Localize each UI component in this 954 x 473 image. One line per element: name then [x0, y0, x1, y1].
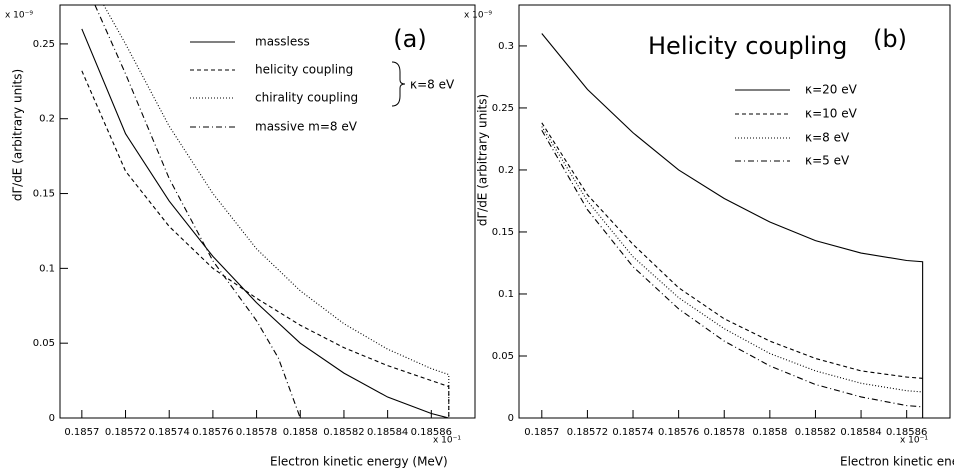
series-line	[541, 33, 924, 418]
x-tick-label: 0.1857	[524, 427, 559, 438]
x-tick-label: 0.18584	[840, 427, 881, 438]
y-tick-label: 0.2	[39, 114, 55, 125]
x-tick-label: 0.18586	[886, 427, 927, 438]
y-tick-label: 0.1	[498, 289, 514, 300]
legend-note: κ=8 eV	[410, 78, 455, 92]
x-tick-label: 0.18584	[367, 427, 408, 438]
x-tick-label: 0.18576	[192, 427, 233, 438]
panel: 0.1857 0.18572 0.18574 0.18576 0.18578 0.1858…	[464, 4, 954, 469]
series-line	[81, 70, 450, 418]
x-multiplier: x 10⁻¹	[900, 436, 928, 446]
x-tick-label: 0.18572	[567, 427, 608, 438]
x-tick-label: 0.1858	[752, 427, 787, 438]
legend-label: κ=10 eV	[805, 107, 858, 121]
y-tick-label: 0.15	[33, 189, 55, 200]
series-line	[541, 122, 923, 379]
y-tick-label: 0.05	[492, 351, 514, 362]
plot-frame	[518, 4, 951, 419]
legend-label: massive m=8 eV	[255, 120, 358, 134]
series-group	[541, 33, 924, 418]
y-tick-label: 0.15	[492, 227, 514, 238]
legend-label: chirality coupling	[255, 91, 358, 105]
panel-title: (b)	[873, 25, 907, 53]
y-tick-label: 0.1	[39, 263, 55, 274]
x-tick-label: 0.18578	[236, 427, 277, 438]
y-tick-label: 0.2	[498, 165, 514, 176]
x-tick-label: 0.18582	[795, 427, 836, 438]
x-tick-label: 0.18574	[149, 427, 190, 438]
legend-label: helicity coupling	[255, 63, 353, 77]
legend-label: κ=20 eV	[805, 83, 858, 97]
legend-label: κ=8 eV	[805, 131, 850, 145]
legend-label: κ=5 eV	[805, 154, 850, 168]
legend-label: massless	[255, 35, 310, 49]
panel-subtitle: Helicity coupling	[648, 32, 847, 60]
x-tick-label: 0.18576	[658, 427, 699, 438]
x-axis-label: Electron kinetic energy (MeV)	[840, 455, 954, 469]
series-group	[81, 5, 450, 418]
x-tick-label: 0.18578	[704, 427, 745, 438]
y-multiplier: x 10⁻⁹	[5, 11, 33, 21]
y-tick-label: 0.25	[33, 39, 55, 50]
series-line	[81, 28, 449, 418]
panel: 0.1857 0.18572 0.18574 0.18576 0.18578 0.1858…	[5, 4, 476, 469]
series-line	[541, 126, 923, 393]
x-multiplier: x 10⁻¹	[433, 436, 461, 446]
panel-title: (a)	[393, 25, 426, 53]
x-axis-label: Electron kinetic energy (MeV)	[270, 455, 448, 469]
y-axis-label: dΓ/dE (arbitrary units)	[476, 94, 490, 226]
plot-frame	[59, 4, 476, 419]
x-tick-label: 0.18574	[612, 427, 653, 438]
y-axis-label: dΓ/dE (arbitrary units)	[11, 69, 25, 201]
x-tick-label: 0.18586	[411, 427, 452, 438]
x-tick-label: 0.18582	[323, 427, 364, 438]
series-line	[541, 129, 923, 408]
y-tick-label: 0.05	[33, 338, 55, 349]
x-tick-label: 0.1857	[64, 427, 99, 438]
x-tick-label: 0.1858	[283, 427, 318, 438]
series-line	[94, 5, 301, 418]
legend-brace	[391, 61, 406, 107]
y-tick-label: 0	[49, 413, 55, 424]
y-tick-label: 0.25	[492, 103, 514, 114]
y-multiplier: x 10⁻⁹	[464, 11, 492, 21]
y-tick-label: 0	[508, 413, 514, 424]
x-tick-label: 0.18572	[105, 427, 146, 438]
y-tick-label: 0.3	[498, 41, 514, 52]
